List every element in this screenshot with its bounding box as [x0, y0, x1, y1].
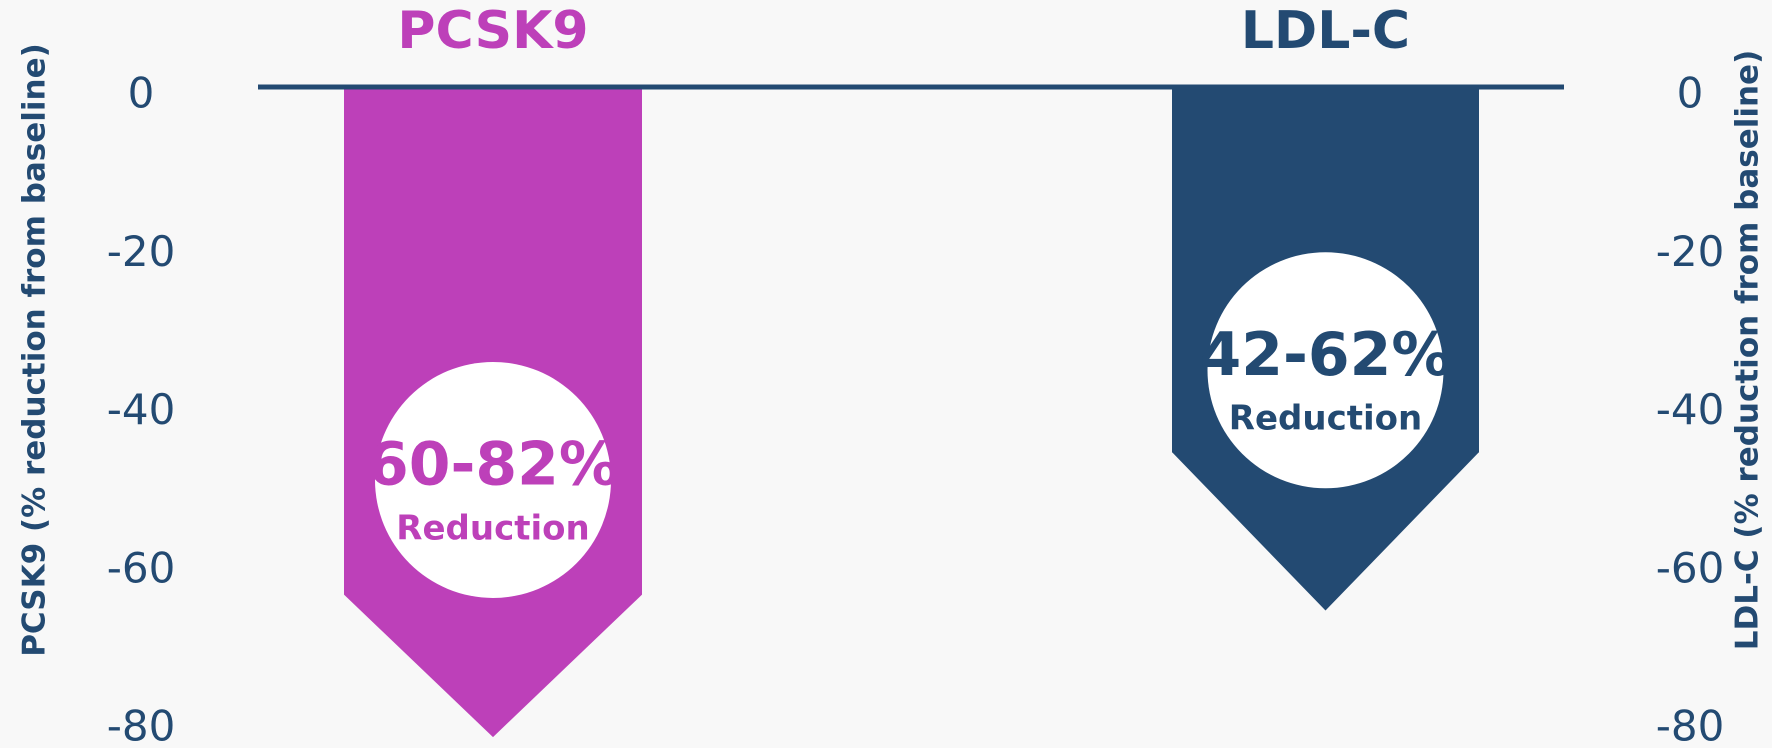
y2-tick-label: -20 [1656, 227, 1725, 276]
y-axis-title: PCSK9 (% reduction from baseline) [17, 43, 53, 657]
y-tick-label: 0 [128, 69, 155, 118]
y-tick-label: -80 [107, 702, 176, 748]
y2-tick-label: -60 [1656, 543, 1725, 592]
y-tick-label: -20 [107, 227, 176, 276]
reduction-sublabel: Reduction [1229, 399, 1422, 439]
series-title: PCSK9 [397, 1, 588, 61]
label-circle [375, 361, 611, 598]
series-title: LDL-C [1241, 1, 1410, 61]
y-tick-label: -40 [107, 385, 176, 434]
reduction-label: 42-62% [1199, 320, 1451, 390]
reduction-label: 60-82% [367, 430, 619, 500]
y2-tick-label: 0 [1677, 69, 1704, 118]
y-tick-label: -60 [107, 543, 176, 592]
y2-tick-label: -80 [1656, 702, 1725, 748]
y2-tick-label: -40 [1656, 385, 1725, 434]
reduction-sublabel: Reduction [396, 508, 589, 548]
label-circle [1207, 252, 1444, 489]
y2-axis-title: LDL-C (% reduction from baseline) [1730, 50, 1766, 651]
